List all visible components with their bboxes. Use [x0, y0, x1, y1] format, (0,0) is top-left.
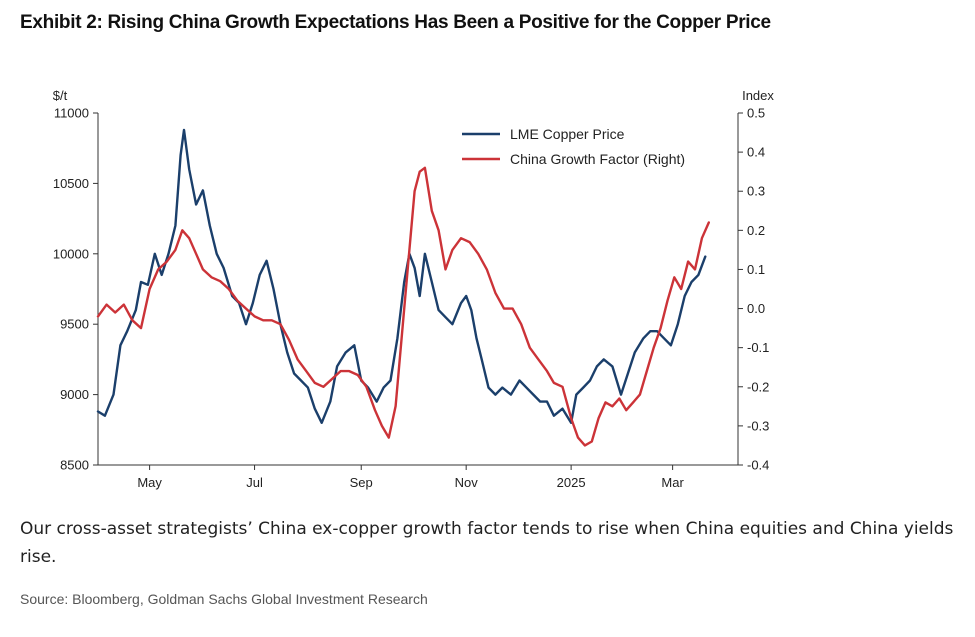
left-tick-label: 9000	[60, 387, 89, 402]
china-growth-line	[96, 166, 710, 447]
right-tick-label: -0.3	[747, 418, 769, 433]
right-tick-label: 0.5	[747, 106, 765, 121]
right-tick-label: 0.0	[747, 301, 765, 316]
right-tick-label: -0.4	[747, 458, 769, 473]
x-axis: May Jul Sep Nov 2025 Mar	[98, 464, 738, 490]
left-tick-label: 11000	[54, 106, 89, 121]
left-axis: 8500 9000 9500 10000 10500 11000	[53, 106, 99, 473]
right-tick-label: -0.2	[747, 379, 769, 394]
left-tick-label: 10000	[53, 246, 89, 261]
x-tick-label: Sep	[350, 475, 373, 490]
left-tick-label: 9500	[60, 317, 89, 332]
chart: $/t Index 8500 9000 9500 10000 10500 11000 -0…	[53, 88, 775, 490]
left-tick-label: 8500	[60, 458, 89, 473]
plot-area: $/t Index 8500 9000 9500 10000 10500 11000 -0…	[53, 88, 775, 490]
right-tick-label: 0.2	[747, 223, 765, 238]
series-lines	[96, 128, 710, 447]
x-tick-label: 2025	[557, 475, 586, 490]
right-tick-label: 0.4	[747, 145, 765, 160]
x-tick-label: May	[137, 475, 162, 490]
chart-title: Exhibit 2: Rising China Growth Expectati…	[20, 12, 771, 33]
x-tick-label: Nov	[455, 475, 479, 490]
x-tick-label: Jul	[246, 475, 263, 490]
right-axis-label: Index	[742, 88, 774, 103]
x-tick-label: Mar	[661, 475, 684, 490]
legend-label: LME Copper Price	[510, 126, 625, 142]
chart-caption: Our cross-asset strategists’ China ex-co…	[20, 519, 954, 567]
legend-label: China Growth Factor (Right)	[510, 151, 685, 167]
right-axis: -0.4 -0.3 -0.2 -0.1 0.0 0.1 0.2 0.3 0.4 0.5	[737, 106, 769, 473]
legend: LME Copper Price China Growth Factor (Rig…	[462, 126, 685, 167]
copper-price-line	[96, 128, 707, 424]
left-axis-label: $/t	[53, 88, 68, 103]
right-tick-label: 0.3	[747, 184, 765, 199]
right-tick-label: 0.1	[747, 262, 765, 277]
left-tick-label: 10500	[53, 176, 89, 191]
chart-source: Source: Bloomberg, Goldman Sachs Global …	[20, 591, 428, 607]
right-tick-label: -0.1	[747, 340, 769, 355]
